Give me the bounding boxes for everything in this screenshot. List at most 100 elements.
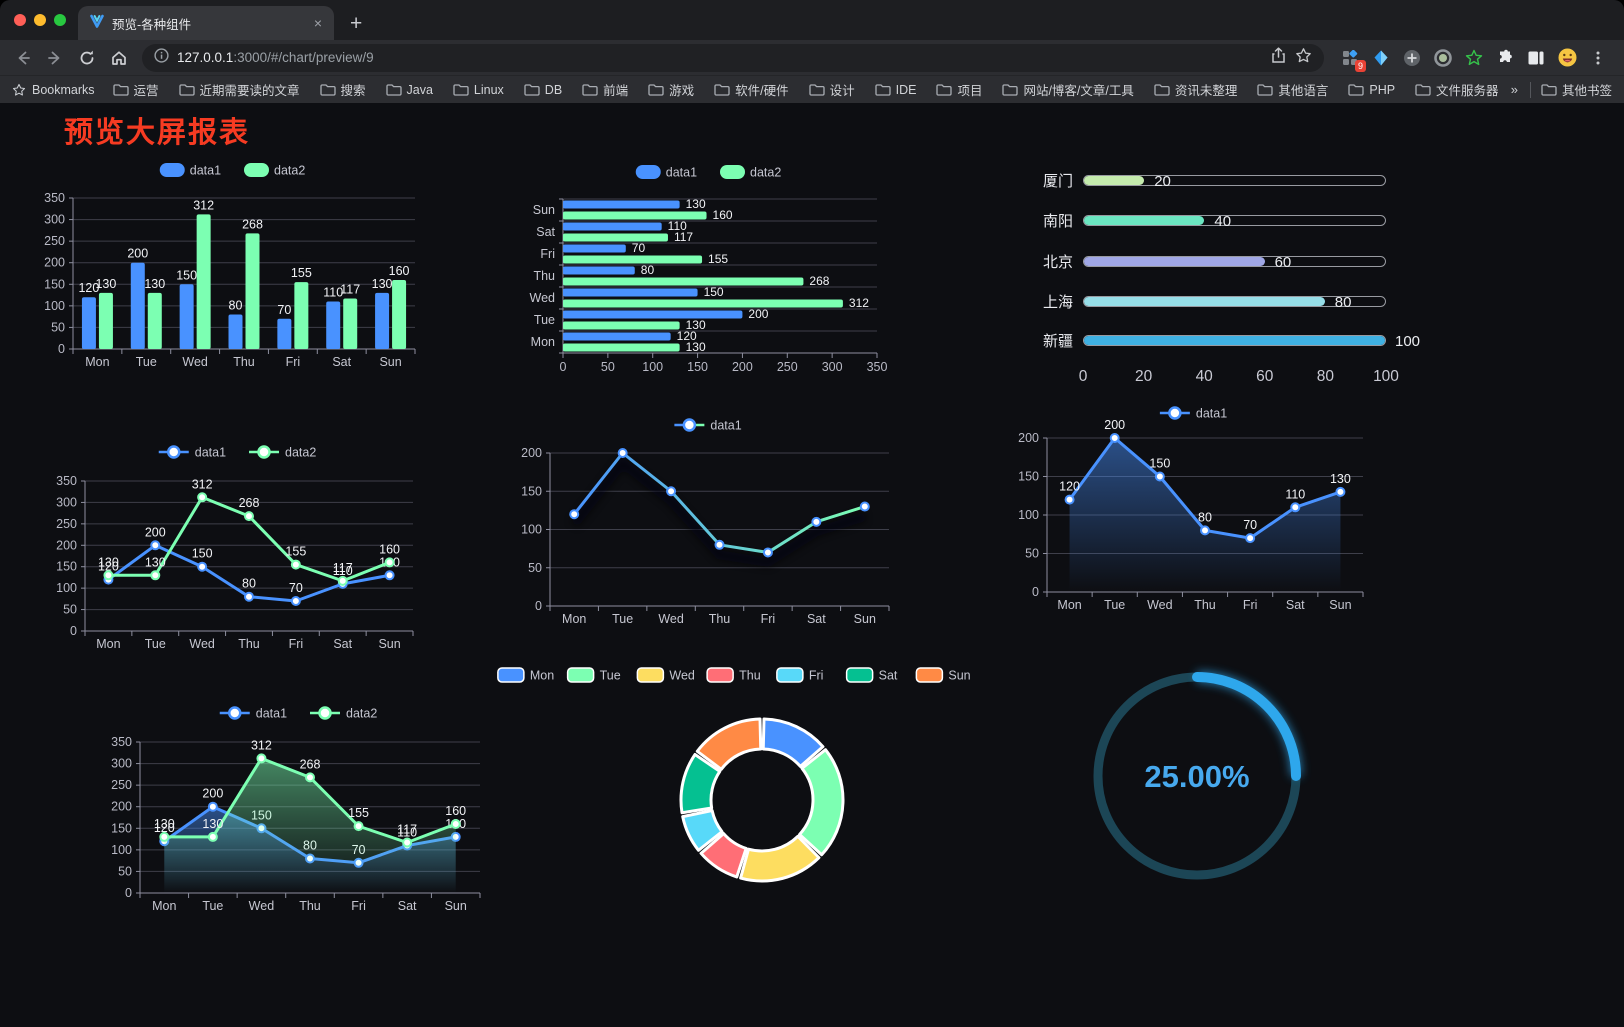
other-bookmarks-folder[interactable]: 其他书签 xyxy=(1541,80,1612,99)
legend-item-Fri[interactable]: Fri xyxy=(776,667,824,683)
legend-item-data2[interactable]: data2 xyxy=(310,706,377,721)
svg-text:200: 200 xyxy=(748,307,768,321)
folder-icon xyxy=(453,83,469,96)
svg-text:Sat: Sat xyxy=(398,899,417,913)
bar-data2-Sat xyxy=(343,298,358,349)
tab-close-icon[interactable]: × xyxy=(313,15,322,31)
bar-data2-Wed xyxy=(196,214,211,349)
legend-item-Sun[interactable]: Sun xyxy=(915,667,971,683)
svg-text:130: 130 xyxy=(95,277,116,291)
progress-row-上海: 上海 80 xyxy=(995,294,1425,311)
bookmark-item[interactable]: 运营 xyxy=(112,80,159,99)
legend-item-Thu[interactable]: Thu xyxy=(706,667,761,683)
bar-data1-Fri xyxy=(277,318,292,349)
svg-text:Thu: Thu xyxy=(299,899,321,913)
chart-canvas: 0 50 100 150 200 Mon Tue Wed Thu Fri Sat Sun data1 xyxy=(521,418,890,626)
new-tab-button[interactable]: + xyxy=(350,12,363,35)
extension-star-icon[interactable] xyxy=(1464,48,1484,68)
bookmark-item[interactable]: 其他语言 xyxy=(1257,80,1328,99)
home-button[interactable] xyxy=(104,44,134,72)
tab-title: 预览-各种组件 xyxy=(112,17,192,32)
extension-circle-cross-icon[interactable] xyxy=(1402,48,1422,68)
bookmark-item[interactable]: Java xyxy=(385,83,433,97)
progress-label: 上海 xyxy=(1042,294,1073,311)
legend-item-data1[interactable]: data1 xyxy=(1159,406,1227,421)
bar-data2-Tue xyxy=(563,321,680,330)
bookmark-item[interactable]: 项目 xyxy=(936,80,982,99)
bookmark-item[interactable]: 前端 xyxy=(582,80,628,99)
progress-row-新疆: 新疆 100 xyxy=(995,333,1425,350)
progress-value: 20 xyxy=(1154,173,1171,190)
legend-item-data1[interactable]: data1 xyxy=(635,165,697,180)
bookmark-item[interactable]: 近期需要读的文章 xyxy=(178,80,300,99)
progress-fill xyxy=(1084,297,1325,306)
bar-data2-Mon xyxy=(98,292,113,349)
reload-button[interactable] xyxy=(72,44,102,72)
svg-text:70: 70 xyxy=(1243,518,1257,532)
svg-text:Sun: Sun xyxy=(445,899,467,913)
bookmark-item[interactable]: 设计 xyxy=(808,80,855,99)
svg-text:150: 150 xyxy=(1149,457,1170,471)
bookmark-item[interactable]: Linux xyxy=(453,83,504,97)
zoom-window-button[interactable] xyxy=(54,14,66,26)
bookmark-star-icon[interactable] xyxy=(1295,47,1312,69)
svg-text:200: 200 xyxy=(44,256,65,270)
legend-item-data1[interactable]: data1 xyxy=(674,418,742,433)
svg-text:Thu: Thu xyxy=(739,669,761,683)
extension-ring-dot-icon[interactable] xyxy=(1433,48,1453,68)
svg-text:Fri: Fri xyxy=(809,669,824,683)
city-progress-bars: 厦门 20 南阳 40 北京 60 上海 80 新疆 100 0 20 40 60 80 100 xyxy=(995,158,1425,393)
legend-item-Sat[interactable]: Sat xyxy=(845,667,898,683)
svg-text:data1: data1 xyxy=(190,164,221,178)
bookmark-item[interactable]: PHP xyxy=(1348,83,1395,97)
bar-data2-Fri xyxy=(294,282,309,349)
bookmark-item[interactable]: 文件服务器 xyxy=(1415,80,1499,99)
svg-text:100: 100 xyxy=(44,299,65,313)
forward-button[interactable] xyxy=(40,44,70,72)
svg-text:120: 120 xyxy=(154,821,175,835)
svg-text:Tue: Tue xyxy=(145,637,166,651)
bookmark-item[interactable]: 搜索 xyxy=(319,80,366,99)
bookmark-item[interactable]: 软件/硬件 xyxy=(714,80,789,99)
svg-text:Sat: Sat xyxy=(879,669,898,683)
share-icon[interactable] xyxy=(1270,46,1287,69)
svg-text:350: 350 xyxy=(867,360,888,374)
bookmark-item[interactable]: DB xyxy=(524,83,562,97)
legend-item-Tue[interactable]: Tue xyxy=(566,667,621,683)
address-bar[interactable]: 127.0.0.1:3000/#/chart/preview/9 xyxy=(142,43,1324,72)
back-button[interactable] xyxy=(8,44,38,72)
progress-track: 40 xyxy=(1083,213,1386,230)
legend-item-data2[interactable]: data2 xyxy=(720,165,781,180)
legend-item-data1[interactable]: data1 xyxy=(159,163,221,178)
svg-text:Wed: Wed xyxy=(669,669,695,683)
extension-kite-icon[interactable] xyxy=(1371,48,1391,68)
legend-item-data2[interactable]: data2 xyxy=(244,163,305,178)
svg-text:300: 300 xyxy=(56,495,77,509)
extension-grid-icon[interactable]: 9 xyxy=(1340,48,1366,72)
bookmark-item[interactable]: 资讯未整理 xyxy=(1154,80,1237,99)
folder-icon xyxy=(112,83,129,96)
svg-text:160: 160 xyxy=(445,804,466,818)
browser-tab[interactable]: 预览-各种组件 × xyxy=(78,6,334,40)
emoji-extension-icon[interactable] xyxy=(1557,48,1577,68)
side-panel-icon[interactable] xyxy=(1526,48,1546,68)
minimize-window-button[interactable] xyxy=(34,14,46,26)
legend-item-data1[interactable]: data1 xyxy=(158,445,226,460)
bookmark-item[interactable]: 网站/博客/文章/工具 xyxy=(1002,80,1134,99)
site-info-icon[interactable] xyxy=(154,47,169,68)
legend-item-Wed[interactable]: Wed xyxy=(636,667,695,683)
close-window-button[interactable] xyxy=(14,14,26,26)
extensions-puzzle-icon[interactable] xyxy=(1495,48,1515,68)
bookmark-item[interactable]: IDE xyxy=(874,83,916,97)
bookmarks-manager-item[interactable]: Bookmarks xyxy=(12,83,95,97)
legend-item-Mon[interactable]: Mon xyxy=(497,667,554,683)
legend-item-data2[interactable]: data2 xyxy=(249,445,316,460)
svg-text:100: 100 xyxy=(111,843,132,857)
browser-menu-icon[interactable] xyxy=(1588,48,1608,68)
svg-text:Sat: Sat xyxy=(333,637,352,651)
bar-data1-Thu xyxy=(563,266,635,275)
progress-value: 80 xyxy=(1334,294,1352,311)
bookmarks-overflow-button[interactable]: » xyxy=(1510,82,1518,97)
bookmark-item[interactable]: 游戏 xyxy=(648,80,694,99)
legend-item-data1[interactable]: data1 xyxy=(219,706,287,721)
